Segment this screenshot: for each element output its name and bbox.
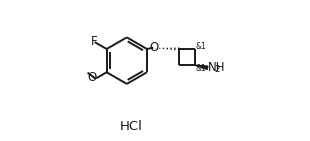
Text: F: F <box>91 35 97 48</box>
Text: &1: &1 <box>196 42 206 51</box>
Text: &1: &1 <box>196 64 206 73</box>
Polygon shape <box>195 65 208 69</box>
Text: NH: NH <box>208 61 226 74</box>
Text: O: O <box>149 41 159 54</box>
Text: 2: 2 <box>214 65 219 74</box>
Text: HCl: HCl <box>120 120 143 133</box>
Text: O: O <box>87 71 96 84</box>
